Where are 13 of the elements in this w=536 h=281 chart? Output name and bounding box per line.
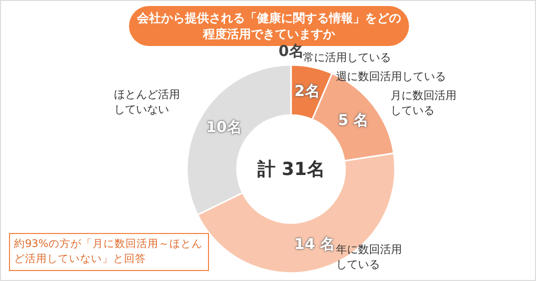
category-label: 常に活用している bbox=[303, 51, 391, 64]
data-label: 14 名 bbox=[294, 234, 336, 253]
chart-title: 会社から提供される「健康に関する情報」をどの程度活用できていますか bbox=[137, 11, 401, 41]
slice-label: 週に数回活用している bbox=[336, 69, 447, 84]
text: 約93%の方が「月に数回活用～ほとんど活用していない」と回答 bbox=[9, 233, 209, 271]
data-label: 10名 bbox=[206, 118, 242, 136]
slice-label: 年に数回活用している bbox=[336, 242, 403, 272]
text: 計 31名 bbox=[258, 158, 325, 180]
slice-label: 月に数回活用している bbox=[390, 88, 458, 118]
data-label: 2名 bbox=[294, 82, 320, 100]
slice-label: ほとんど活用していない bbox=[114, 87, 182, 118]
text: 0名 bbox=[278, 42, 304, 60]
data-label: 5 名 bbox=[338, 111, 369, 130]
